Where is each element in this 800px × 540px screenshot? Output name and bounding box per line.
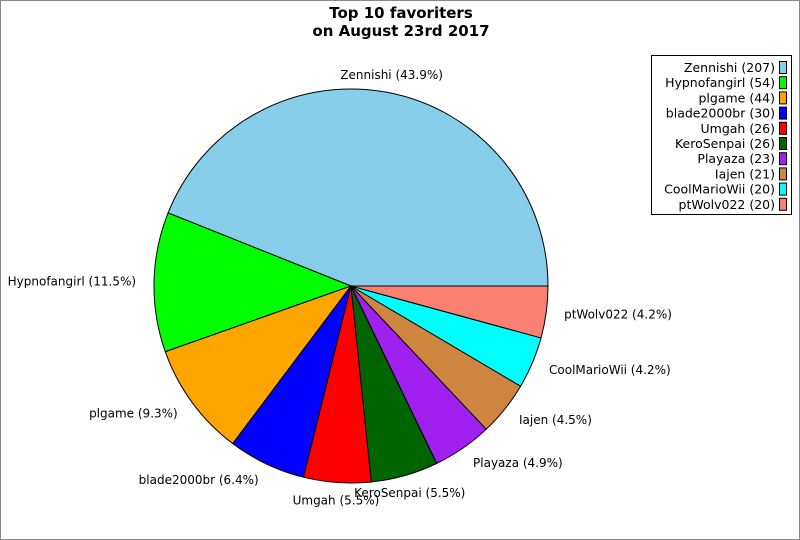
legend-entry: Umgah (26) <box>701 121 775 136</box>
slice-label: Playaza (4.9%) <box>473 456 563 470</box>
legend-entry: CoolMarioWii (20) <box>664 182 775 197</box>
pie-slice-Hypnofangirl <box>153 212 353 353</box>
chart-subtitle: on August 23rd 2017 <box>312 22 489 40</box>
legend-entry: Zennishi (207) <box>684 60 775 75</box>
legend-entry: plgame (44) <box>698 90 775 105</box>
legend-swatch <box>779 182 787 196</box>
slice-label: CoolMarioWii (4.2%) <box>549 363 671 377</box>
chart-title: Top 10 favoriters <box>329 4 473 22</box>
legend-entry: Playaza (23) <box>697 151 775 166</box>
legend-entry: Hypnofangirl (54) <box>665 75 775 90</box>
pie-slice-plgame <box>164 284 353 445</box>
slice-label: Zennishi (43.9%) <box>340 68 443 82</box>
legend-swatch <box>779 137 787 150</box>
legend: Zennishi (207)Hypnofangirl (54)plgame (4… <box>651 55 792 215</box>
legend-swatch <box>779 76 787 90</box>
slice-label: Iajen (4.5%) <box>519 413 592 427</box>
legend-swatch <box>779 167 787 181</box>
legend-entry: Iajen (21) <box>715 166 775 181</box>
legend-swatch <box>779 91 787 105</box>
legend-swatch <box>779 106 787 120</box>
slice-label: ptWolv022 (4.2%) <box>564 308 672 322</box>
slice-label: blade2000br (6.4%) <box>139 473 259 487</box>
slice-label: Umgah (5.5%) <box>293 493 380 507</box>
pie-slice-Zennishi <box>167 88 549 287</box>
legend-entry: ptWolv022 (20) <box>679 197 775 212</box>
pie-slice-ptWolv022 <box>350 285 549 339</box>
legend-swatch <box>779 152 787 166</box>
slice-label: plgame (9.3%) <box>89 406 178 420</box>
slice-label: KeroSenpai (5.5%) <box>354 486 465 500</box>
legend-entry: KeroSenpai (26) <box>675 136 775 151</box>
legend-box <box>651 55 792 215</box>
legend-entry: blade2000br (30) <box>666 106 775 121</box>
legend-swatch <box>779 121 787 135</box>
slice-label: Hypnofangirl (11.5%) <box>8 275 136 289</box>
legend-swatch <box>779 61 787 74</box>
legend-swatch <box>779 197 787 211</box>
